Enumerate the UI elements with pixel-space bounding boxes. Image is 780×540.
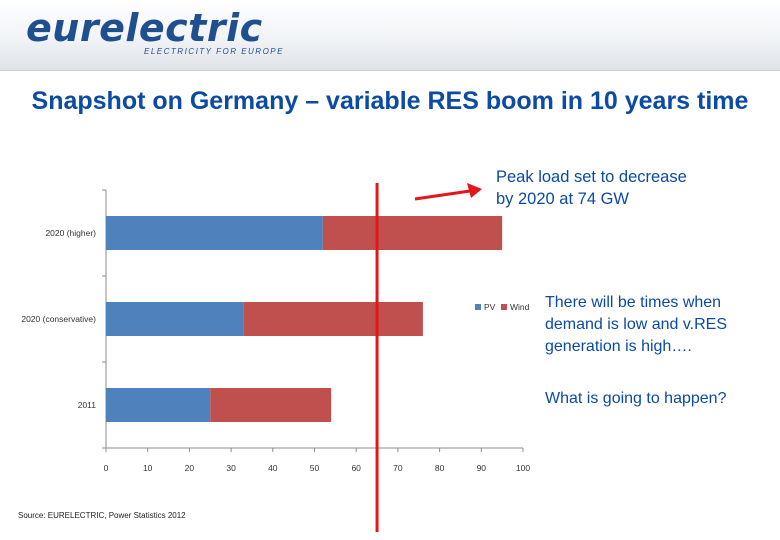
x-tick-label: 50 <box>310 463 320 473</box>
legend-label-pv: PV <box>484 302 496 312</box>
arrow-shaft <box>414 189 471 201</box>
peak-load-note: Peak load set to decrease by 2020 at 74 … <box>496 168 687 208</box>
bar-wind <box>210 388 332 422</box>
logo-tagline: ELECTRICITY FOR EUROPE <box>144 47 284 56</box>
bar-wind <box>322 216 503 250</box>
demand-note: There will be times when demand is low a… <box>545 294 728 355</box>
x-tick-label: 100 <box>516 463 530 473</box>
x-tick-label: 80 <box>435 463 445 473</box>
bar-wind <box>243 302 423 336</box>
bar-pv <box>106 302 244 336</box>
x-tick-label: 90 <box>477 463 487 473</box>
x-tick-label: 0 <box>104 463 109 473</box>
legend-swatch-wind <box>501 304 507 310</box>
question-note: What is going to happen? <box>545 390 727 407</box>
category-label: 2011 <box>78 400 97 410</box>
arrow-head-icon <box>467 183 482 198</box>
eurelectric-logo: eurelectric <box>26 6 263 50</box>
x-tick-label: 10 <box>143 463 153 473</box>
legend-label-wind: Wind <box>510 302 530 312</box>
x-tick-label: 60 <box>351 463 361 473</box>
bar-pv <box>106 388 211 422</box>
x-tick-label: 20 <box>185 463 195 473</box>
x-tick-label: 40 <box>268 463 278 473</box>
bar-pv <box>106 216 323 250</box>
category-label: 2020 (conservative) <box>21 314 96 324</box>
header-banner: eurelectric ELECTRICITY FOR EUROPE <box>0 0 780 71</box>
slide-title: Snapshot on Germany – variable RES boom … <box>31 87 749 115</box>
x-tick-label: 70 <box>393 463 403 473</box>
category-label: 2020 (higher) <box>45 228 96 238</box>
x-tick-label: 30 <box>226 463 236 473</box>
source-note: Source: EURELECTRIC, Power Statistics 20… <box>18 511 186 520</box>
legend-swatch-pv <box>475 304 481 310</box>
